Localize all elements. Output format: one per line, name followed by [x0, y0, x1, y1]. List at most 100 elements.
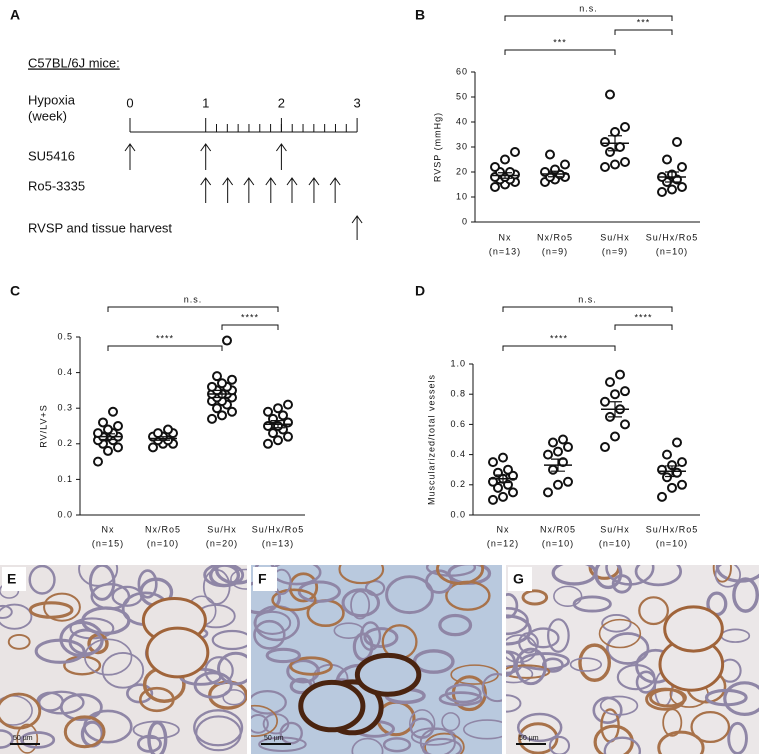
arrow — [351, 215, 363, 240]
tissue-septum — [193, 709, 244, 747]
y-axis-label: RV/LV+S — [38, 404, 48, 447]
y-tick-label: 0.4 — [450, 449, 466, 459]
arrow — [329, 177, 341, 203]
n-label: (n=10) — [656, 246, 688, 256]
data-point — [263, 406, 273, 417]
y-tick-label: 0.4 — [57, 367, 73, 377]
data-point — [677, 457, 687, 468]
data-point — [667, 482, 677, 493]
tissue-septum — [202, 568, 231, 605]
tissue-septum — [436, 565, 485, 585]
n-label: (n=20) — [206, 538, 238, 548]
tissue-septum — [611, 574, 633, 594]
panel-letter: C — [10, 283, 20, 299]
data-point — [93, 456, 103, 467]
scale-label: 50 µm — [519, 735, 539, 742]
data-point — [600, 396, 610, 407]
significance-label: **** — [241, 312, 259, 322]
tissue-septum — [78, 565, 119, 587]
error-bar — [271, 420, 285, 429]
tissue-septum — [28, 565, 56, 595]
data-point — [605, 377, 615, 388]
significance-bracket — [614, 324, 673, 330]
tissue-septum — [351, 737, 384, 754]
significance-bracket — [107, 345, 223, 351]
timeline-heading: C57BL/6J mice: — [28, 55, 120, 70]
data-point — [113, 421, 123, 431]
tissue-septum — [265, 647, 301, 664]
week-label: 3 — [353, 95, 360, 110]
n-label: (n=15) — [92, 538, 124, 548]
data-point — [283, 431, 293, 442]
data-point — [667, 184, 677, 195]
panel-letter: B — [415, 7, 425, 23]
panel-letter: D — [415, 283, 425, 299]
error-bar — [548, 170, 562, 178]
data-point — [672, 467, 682, 478]
data-point — [620, 386, 630, 397]
n-label: (n=9) — [542, 246, 568, 256]
data-point — [540, 167, 550, 177]
error-bar — [608, 401, 622, 418]
significance-bracket — [107, 306, 279, 312]
x-tick-label: Nx/Ro5 — [537, 232, 573, 242]
data-point — [148, 442, 158, 453]
data-point — [662, 472, 672, 483]
tissue-septum — [606, 632, 650, 665]
tissue-septum — [598, 618, 642, 649]
data-point — [268, 428, 278, 439]
tissue-septum — [645, 687, 686, 711]
significance-label: n.s. — [579, 3, 598, 13]
tissue-septum — [16, 723, 39, 754]
data-point — [545, 149, 555, 160]
tissue-septum — [338, 565, 385, 585]
panel-letter-box — [2, 567, 26, 591]
micrograph — [251, 565, 502, 754]
data-point — [508, 470, 518, 481]
x-tick-label: Nx — [499, 232, 512, 242]
data-point — [163, 424, 173, 435]
arrow — [286, 177, 298, 203]
tissue-septum — [352, 632, 374, 662]
tissue-septum — [603, 736, 642, 754]
significance-label: *** — [553, 37, 567, 47]
data-point — [657, 491, 667, 502]
panel-letter-box — [508, 567, 532, 591]
data-point — [493, 482, 503, 493]
tissue-septum — [438, 691, 483, 707]
data-point — [498, 452, 508, 463]
data-point — [503, 464, 513, 475]
y-tick-label: 0 — [462, 216, 468, 226]
tissue-septum — [727, 721, 748, 754]
data-point — [508, 487, 518, 498]
tissue-septum — [553, 585, 583, 607]
data-point — [207, 381, 217, 392]
tissue-septum — [350, 590, 371, 620]
tissue-septum — [88, 565, 116, 601]
data-point — [677, 479, 687, 490]
tissue-septum — [506, 607, 529, 636]
data-point — [212, 403, 222, 414]
tissue-septum — [601, 613, 632, 633]
y-tick-label: 0.8 — [450, 389, 466, 399]
x-tick-label: Nx — [497, 524, 510, 534]
tissue-septum — [34, 638, 86, 664]
n-label: (n=10) — [656, 538, 688, 548]
week-label: 2 — [278, 95, 285, 110]
y-tick-label: 0.0 — [450, 509, 466, 519]
tissue-septum — [253, 610, 292, 635]
tissue-septum — [419, 727, 456, 754]
y-axis-label: RVSP (mmHg) — [432, 112, 442, 182]
y-tick-label: 10 — [456, 191, 468, 201]
data-point — [615, 369, 625, 380]
y-tick-label: 0.3 — [57, 403, 73, 413]
data-point — [600, 137, 610, 147]
error-bar — [665, 465, 679, 478]
data-point — [490, 162, 500, 172]
tissue-septum — [83, 709, 133, 744]
y-tick-label: 1.0 — [450, 358, 466, 368]
tissue-septum — [271, 588, 317, 612]
data-point — [563, 476, 573, 487]
error-bar — [496, 474, 510, 484]
